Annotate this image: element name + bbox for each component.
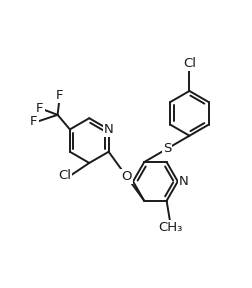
- Text: O: O: [121, 170, 132, 183]
- Text: N: N: [179, 175, 188, 188]
- Text: CH₃: CH₃: [158, 221, 182, 234]
- Text: Cl: Cl: [183, 57, 196, 70]
- Text: F: F: [36, 102, 43, 115]
- Text: S: S: [163, 142, 171, 156]
- Text: N: N: [104, 123, 113, 136]
- Text: F: F: [56, 89, 64, 102]
- Text: Cl: Cl: [58, 169, 71, 182]
- Text: F: F: [30, 115, 38, 128]
